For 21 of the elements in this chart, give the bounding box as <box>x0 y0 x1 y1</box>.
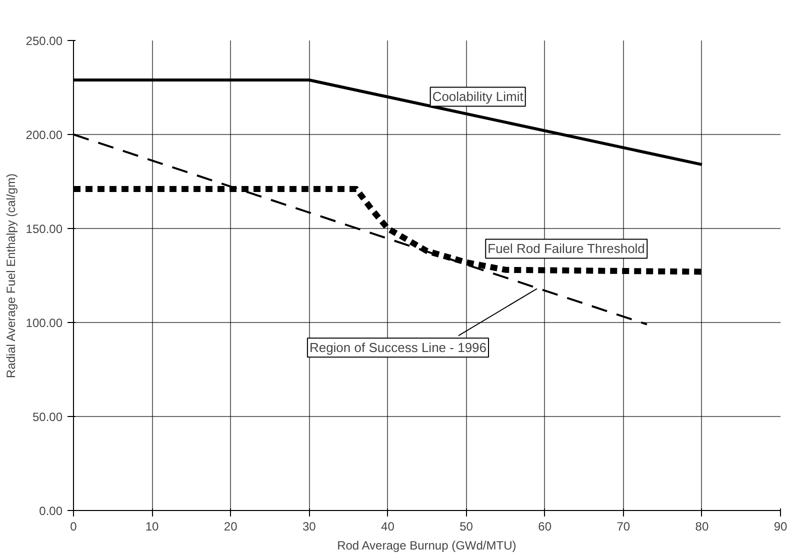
x-tick-label: 50 <box>460 520 474 534</box>
y-tick-label: 250.00 <box>26 34 63 48</box>
x-tick-label: 0 <box>70 520 78 534</box>
annotation: Region of Success Line - 1996 <box>309 340 487 356</box>
x-tick-label: 80 <box>695 520 709 534</box>
y-tick-label: 0.00 <box>39 504 63 518</box>
y-axis-title: Radial Average Fuel Enthalpy (cal/gm) <box>4 174 18 378</box>
x-tick-label: 10 <box>145 520 160 534</box>
y-tick-label: 200.00 <box>26 128 63 142</box>
y-tick-label: 100.00 <box>26 316 63 330</box>
y-tick-label: 50.00 <box>32 410 63 424</box>
x-tick-label: 40 <box>381 520 395 534</box>
x-tick-label: 90 <box>774 520 788 534</box>
annotation: Fuel Rod Failure Threshold <box>488 241 645 256</box>
annotation: Coolability Limit <box>432 89 524 104</box>
y-tick-label: 150.00 <box>26 222 63 236</box>
x-tick-label: 60 <box>538 520 552 534</box>
x-axis-title: Rod Average Burnup (GWd/MTU) <box>337 538 516 552</box>
x-tick-label: 70 <box>616 520 630 534</box>
x-tick-label: 30 <box>302 520 316 534</box>
x-tick-label: 20 <box>224 520 238 534</box>
